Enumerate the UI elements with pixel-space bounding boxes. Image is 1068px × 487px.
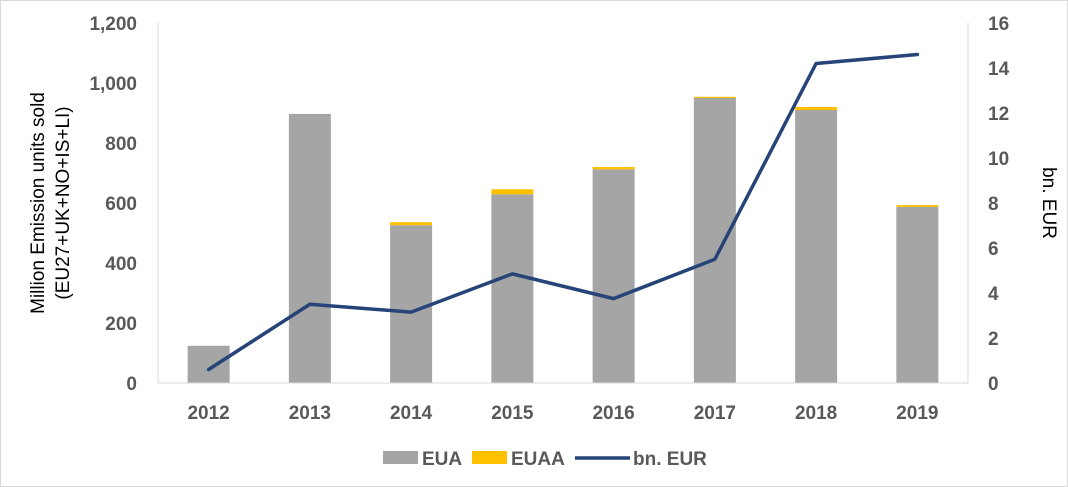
line-group: [206, 52, 920, 372]
legend-label: bn. EUR: [633, 449, 707, 470]
bar-euaa: [896, 205, 939, 207]
bar-eua: [187, 345, 230, 383]
legend-swatch: [472, 451, 507, 464]
x-tick-label: 2019: [896, 403, 938, 424]
x-tick-label: 2016: [592, 403, 634, 424]
bar-eua: [491, 194, 534, 383]
right-tick-label: 6: [988, 239, 999, 260]
right-tick-label: 14: [988, 59, 1010, 80]
legend-swatch: [383, 451, 418, 464]
left-tick-label: 800: [105, 134, 137, 155]
bar-eua: [592, 169, 635, 383]
bar-eua: [390, 225, 433, 383]
x-tick-label: 2014: [390, 403, 433, 424]
right-tick-label: 16: [988, 14, 1009, 35]
left-tick-label: 0: [126, 374, 137, 395]
bars-group: [187, 96, 939, 384]
left-tick-label: 200: [105, 314, 137, 335]
bar-euaa: [795, 107, 838, 110]
x-tick-label: 2015: [491, 403, 534, 424]
right-tick-label: 4: [988, 284, 999, 305]
bar-euaa: [693, 96, 736, 98]
bar-euaa: [592, 167, 635, 170]
right-tick-label: 0: [988, 374, 999, 395]
bar-euaa: [491, 189, 534, 195]
legend: EUA EUAA bn. EUR: [383, 449, 707, 470]
legend-label: EUAA: [511, 449, 565, 470]
left-axis-title-line: Million Emission units sold: [28, 92, 49, 314]
left-axis-title: Million Emission units sold (EU27+UK+NO+I…: [28, 92, 74, 314]
left-tick-label: 1,200: [89, 14, 137, 35]
bar-eua: [896, 206, 939, 383]
x-tick-label: 2013: [289, 403, 331, 424]
series-line-bn-eur: [206, 52, 920, 372]
axes-group: 0 200 400 600 800 1,000 1,200 0 2 4 6 8 10 12 14 16 2012…: [89, 14, 1009, 424]
legend-label: EUA: [422, 449, 462, 470]
left-axis-title-line: (EU27+UK+NO+IS+LI): [53, 106, 74, 299]
x-tick-label: 2017: [694, 403, 736, 424]
right-tick-label: 8: [988, 194, 999, 215]
left-tick-label: 1,000: [89, 74, 137, 95]
right-tick-label: 10: [988, 149, 1009, 170]
bar-eua: [288, 113, 331, 384]
bar-euaa: [390, 222, 433, 226]
right-tick-label: 2: [988, 329, 999, 350]
bar-eua: [693, 98, 736, 383]
right-tick-label: 12: [988, 104, 1009, 125]
x-tick-label: 2012: [187, 403, 229, 424]
bar-eua: [795, 110, 838, 383]
right-axis-title: bn. EUR: [1038, 167, 1059, 239]
x-tick-label: 2018: [795, 403, 837, 424]
left-tick-label: 400: [105, 254, 137, 275]
left-tick-label: 600: [105, 194, 137, 215]
